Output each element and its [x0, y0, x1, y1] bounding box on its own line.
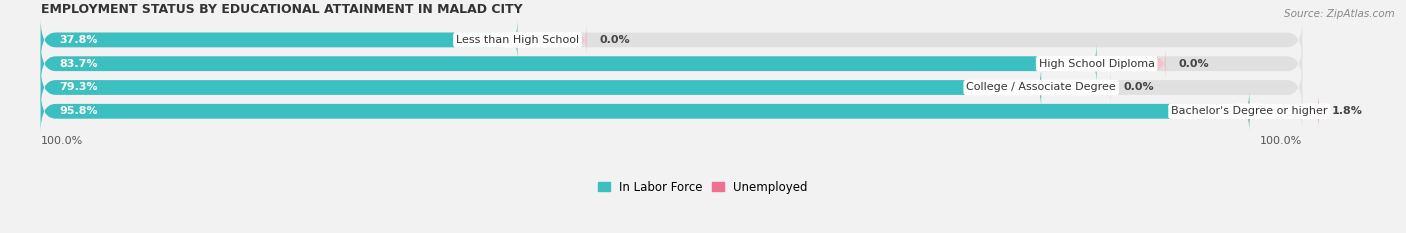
Text: 79.3%: 79.3%: [59, 82, 98, 93]
Text: 0.0%: 0.0%: [599, 35, 630, 45]
Text: 0.0%: 0.0%: [1123, 82, 1154, 93]
Text: 0.0%: 0.0%: [1178, 59, 1209, 69]
FancyBboxPatch shape: [41, 43, 1097, 85]
Text: EMPLOYMENT STATUS BY EDUCATIONAL ATTAINMENT IN MALAD CITY: EMPLOYMENT STATUS BY EDUCATIONAL ATTAINM…: [41, 3, 522, 16]
Text: 37.8%: 37.8%: [59, 35, 98, 45]
Text: 100.0%: 100.0%: [1260, 137, 1302, 147]
FancyBboxPatch shape: [41, 66, 1302, 109]
FancyBboxPatch shape: [41, 43, 1302, 85]
Text: College / Associate Degree: College / Associate Degree: [966, 82, 1116, 93]
Text: Source: ZipAtlas.com: Source: ZipAtlas.com: [1284, 9, 1395, 19]
Legend: In Labor Force, Unemployed: In Labor Force, Unemployed: [593, 176, 813, 198]
FancyBboxPatch shape: [1097, 47, 1166, 80]
FancyBboxPatch shape: [517, 24, 586, 56]
FancyBboxPatch shape: [41, 19, 1302, 61]
FancyBboxPatch shape: [41, 90, 1302, 132]
FancyBboxPatch shape: [1040, 71, 1111, 104]
Text: 1.8%: 1.8%: [1331, 106, 1362, 116]
FancyBboxPatch shape: [41, 19, 517, 61]
Text: Less than High School: Less than High School: [456, 35, 579, 45]
Text: High School Diploma: High School Diploma: [1039, 59, 1154, 69]
Text: 100.0%: 100.0%: [41, 137, 83, 147]
FancyBboxPatch shape: [41, 90, 1250, 132]
FancyBboxPatch shape: [1250, 95, 1319, 128]
FancyBboxPatch shape: [41, 66, 1040, 109]
Text: 83.7%: 83.7%: [59, 59, 98, 69]
Text: 95.8%: 95.8%: [59, 106, 98, 116]
Text: Bachelor's Degree or higher: Bachelor's Degree or higher: [1171, 106, 1327, 116]
